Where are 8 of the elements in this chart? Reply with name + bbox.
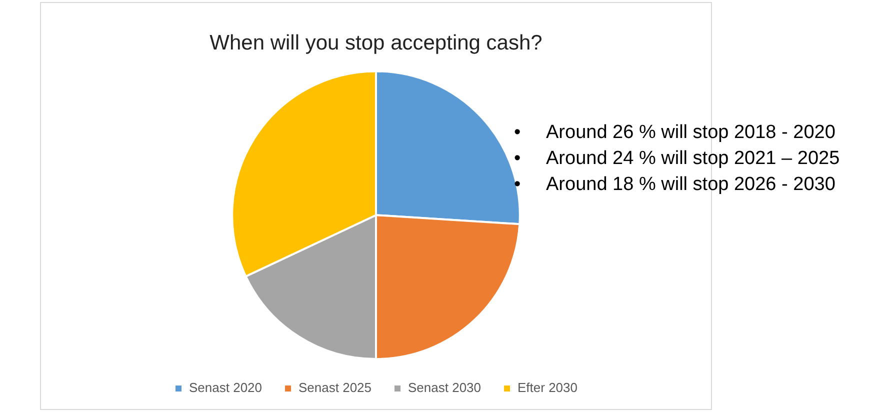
text: • Around 26 % will stop 2018 - 2020 [514,121,836,145]
chart-title: When will you stop accepting cash? [210,31,542,54]
legend-label: Senast 2025 [298,380,372,396]
legend-label: Senast 2030 [408,380,482,396]
text: • Around 18 % will stop 2026 - 2030 [514,173,836,197]
legend-label: Senast 2020 [189,380,262,396]
text: • Around 24 % will stop 2021 – 2025 [514,147,840,171]
legend-label: Efter 2030 [518,380,578,396]
